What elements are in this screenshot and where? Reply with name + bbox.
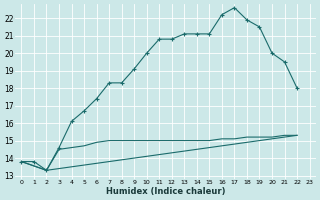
X-axis label: Humidex (Indice chaleur): Humidex (Indice chaleur) bbox=[106, 187, 225, 196]
